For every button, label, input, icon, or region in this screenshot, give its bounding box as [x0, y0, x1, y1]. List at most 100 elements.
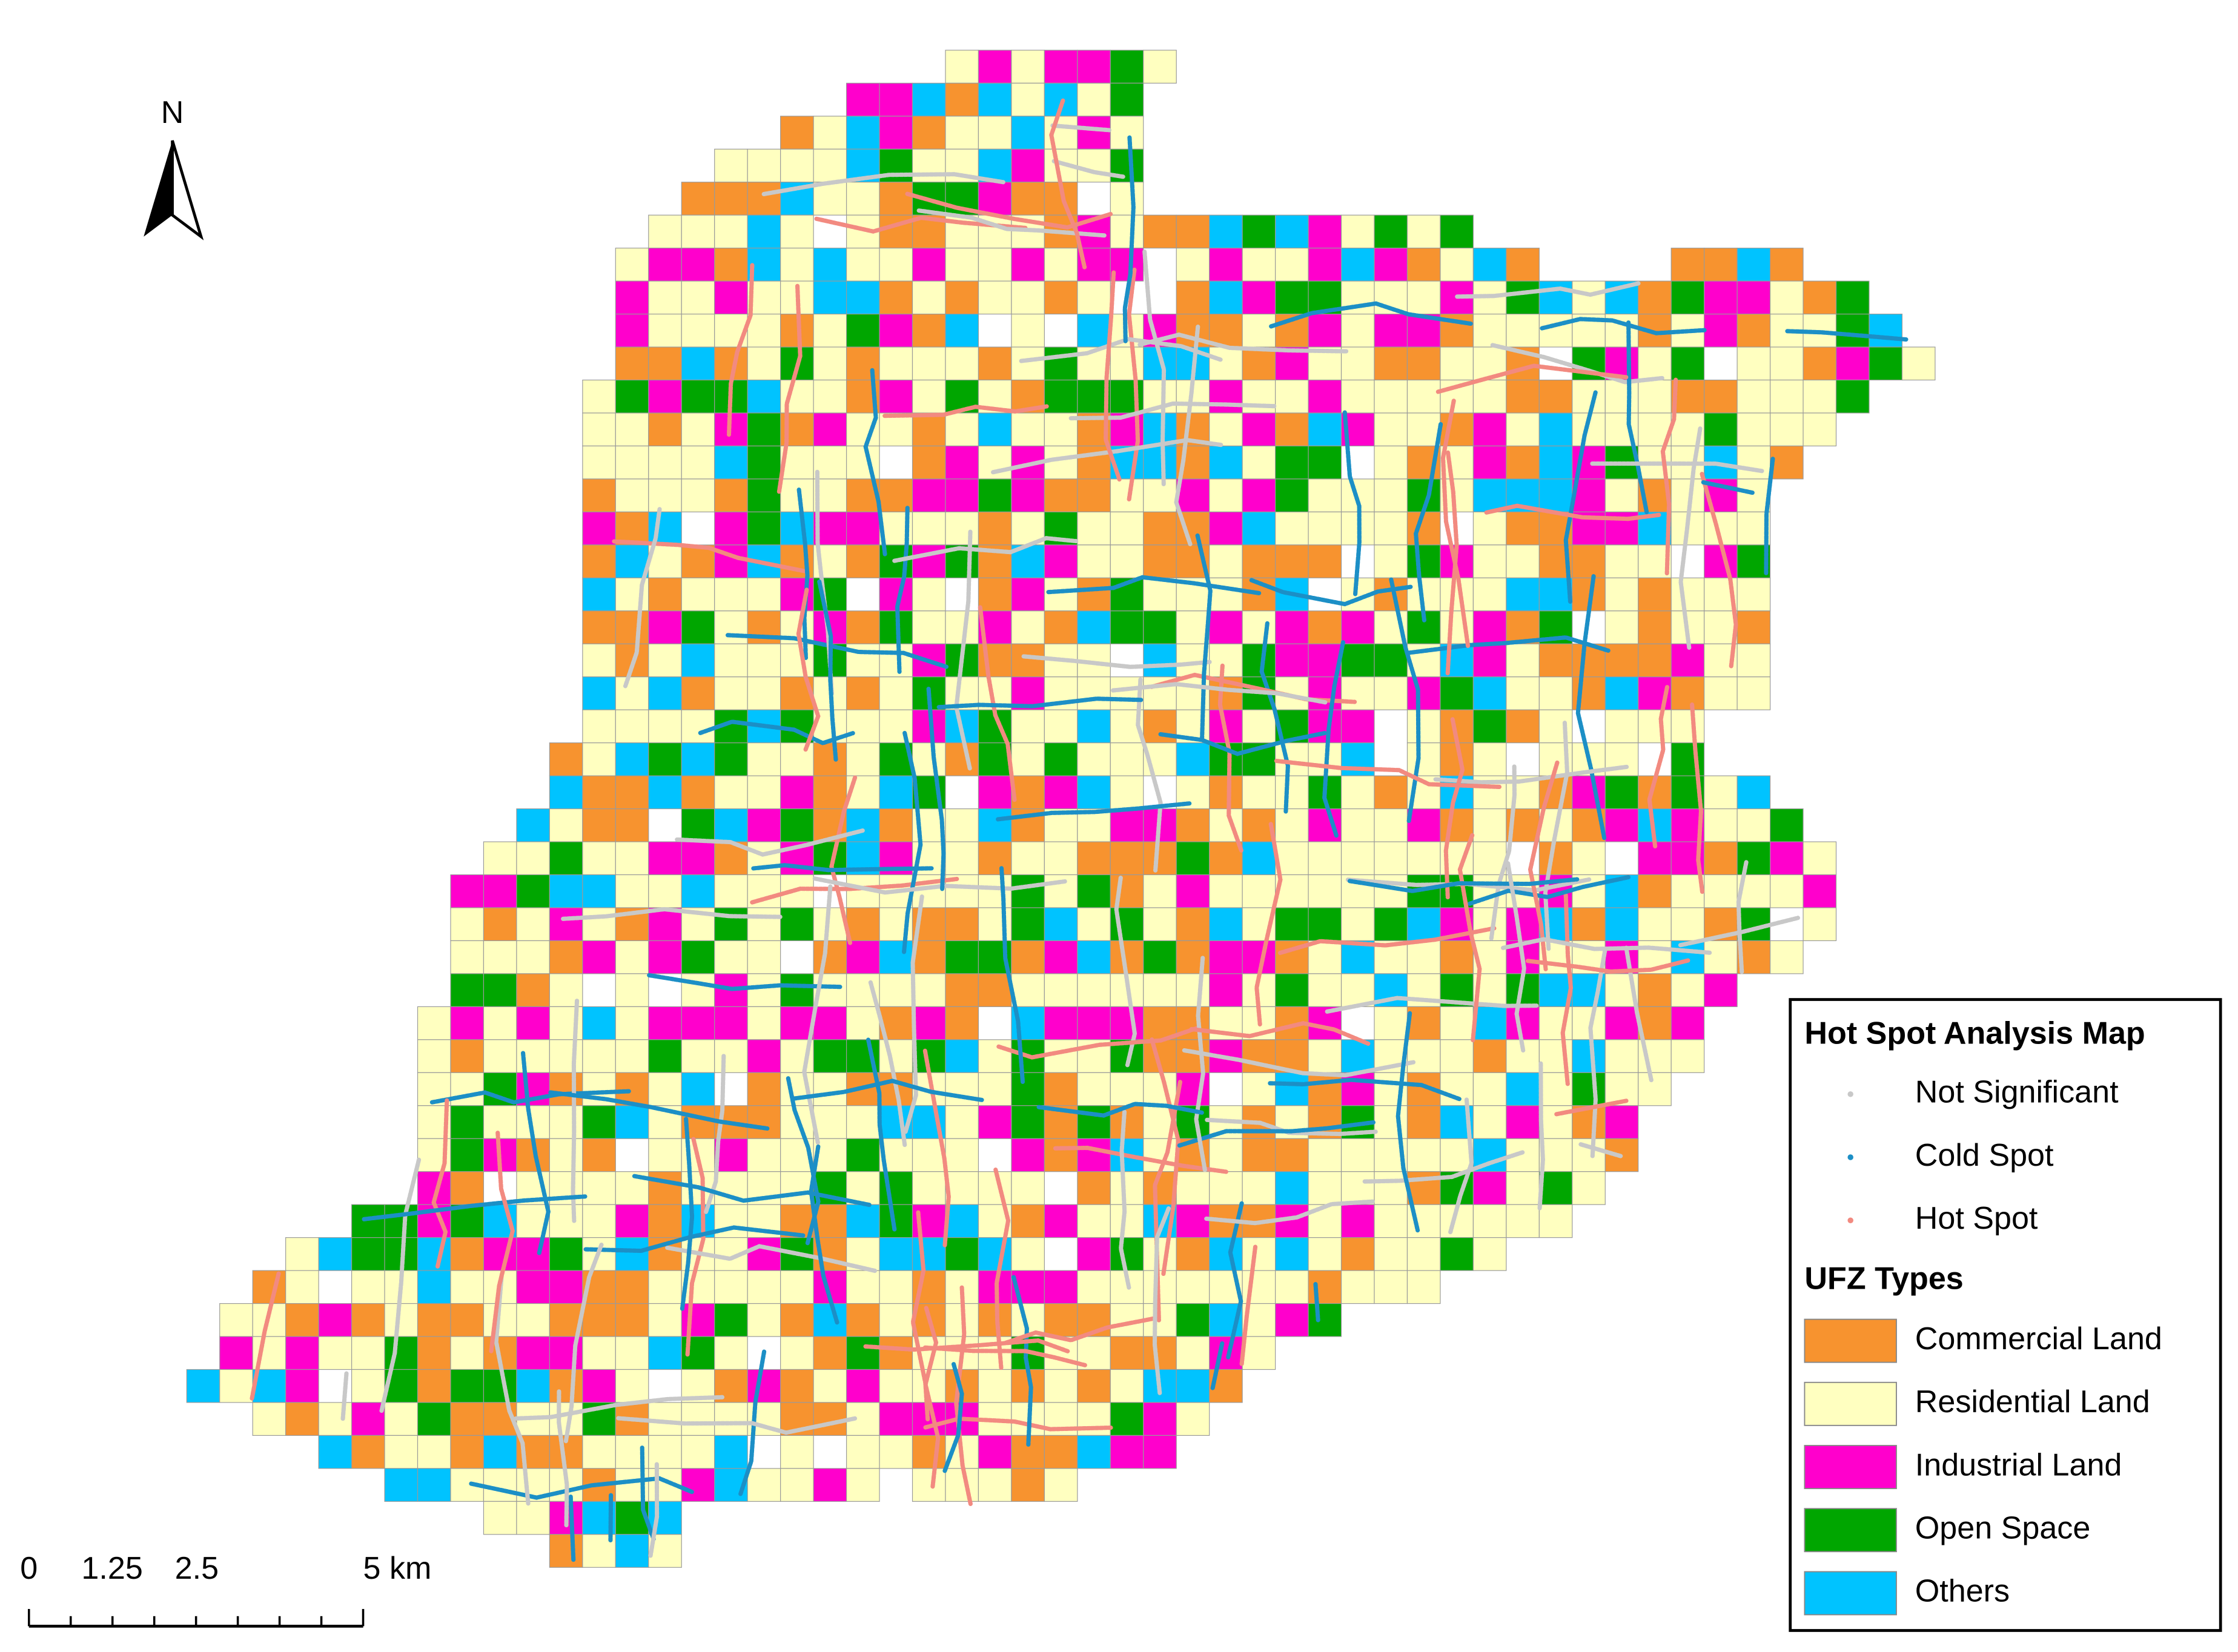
- ufz-cell: [780, 1171, 814, 1205]
- ufz-cell: [1242, 248, 1276, 282]
- ufz-cell: [1374, 1270, 1408, 1304]
- road: [903, 894, 924, 1134]
- ufz-cell: [1572, 841, 1606, 876]
- ufz-cell: [846, 1006, 880, 1040]
- ufz-cell: [1011, 248, 1045, 282]
- ufz-cell: [648, 314, 682, 348]
- ufz-cell: [1275, 643, 1309, 678]
- ufz-cell: [648, 940, 682, 974]
- legend-dot: [1847, 1091, 1853, 1097]
- ufz-cell: [1506, 511, 1540, 546]
- ufz-cell: [1242, 280, 1276, 315]
- ufz-cell: [1340, 676, 1375, 710]
- ufz-cell: [582, 1303, 616, 1337]
- ufz-cell: [549, 1534, 583, 1568]
- ufz-cell: [1275, 412, 1309, 447]
- ufz-cell: [1044, 1369, 1078, 1403]
- ufz-cell: [1308, 1270, 1342, 1304]
- ufz-cell: [1275, 1270, 1309, 1304]
- legend-label: Open Space: [1915, 1510, 2091, 1545]
- road: [1588, 947, 1607, 1158]
- ufz-cell: [615, 346, 649, 381]
- ufz-cell: [1308, 1303, 1342, 1337]
- ufz-cell: [945, 82, 979, 117]
- ufz-cell: [219, 1336, 253, 1370]
- road: [1764, 457, 1775, 575]
- ufz-cell: [582, 1006, 616, 1040]
- ufz-cell: [1736, 775, 1771, 810]
- road: [429, 1089, 631, 1105]
- ufz-cell: [681, 973, 715, 1007]
- ufz-cell: [1275, 379, 1309, 414]
- ufz-cell: [945, 1039, 979, 1073]
- ufz-cell: [1110, 841, 1144, 876]
- ufz-cell: [912, 1171, 946, 1205]
- ufz-cell: [780, 1369, 814, 1403]
- ufz-cell: [1572, 907, 1606, 942]
- ufz-cell: [483, 1468, 517, 1502]
- ufz-cell: [846, 709, 880, 744]
- ufz-cell: [813, 148, 847, 183]
- ufz-cell: [1340, 808, 1375, 842]
- ufz-cell: [1736, 412, 1771, 447]
- ufz-cell: [1572, 1039, 1606, 1073]
- ufz-cell: [1406, 940, 1441, 974]
- ufz-cell: [681, 1402, 715, 1436]
- ufz-cell: [1406, 248, 1441, 282]
- ufz-cell: [417, 1006, 451, 1040]
- road: [557, 1389, 569, 1528]
- road: [1177, 1120, 1376, 1148]
- ufz-cell: [681, 1039, 715, 1073]
- road: [632, 1174, 873, 1208]
- ufz-cell: [879, 314, 913, 348]
- ufz-cell: [1110, 1336, 1144, 1370]
- road: [901, 730, 923, 954]
- road: [568, 1494, 576, 1563]
- ufz-cell: [615, 248, 649, 282]
- ufz-cell: [1374, 379, 1408, 414]
- ufz-cell: [1275, 775, 1309, 810]
- ufz-cell: [1143, 907, 1177, 942]
- ufz-cell: [1077, 577, 1111, 612]
- ufz-cell: [945, 907, 979, 942]
- ufz-cell: [384, 1336, 419, 1370]
- ufz-cell: [1670, 1039, 1705, 1073]
- ufz-cell: [813, 1468, 847, 1502]
- ufz-cell: [1803, 379, 1837, 414]
- ufz-cell: [615, 874, 649, 908]
- ufz-cell: [1770, 874, 1804, 908]
- road: [1194, 956, 1208, 1173]
- ufz-cell: [978, 280, 1012, 315]
- ufz-cell: [780, 214, 814, 249]
- ufz-cell: [1044, 907, 1078, 942]
- road: [1122, 135, 1136, 343]
- ufz-cell: [945, 610, 979, 644]
- ufz-cell: [1110, 50, 1144, 84]
- ufz-cell: [1044, 973, 1078, 1007]
- ufz-cell: [351, 1237, 385, 1271]
- ufz-cell: [846, 314, 880, 348]
- ufz-cell: [846, 1105, 880, 1139]
- ufz-cell: [582, 379, 616, 414]
- road: [1046, 575, 1263, 596]
- road: [1785, 329, 1909, 342]
- ufz-cell: [417, 1435, 451, 1469]
- ufz-cell: [780, 808, 814, 842]
- ufz-cell: [1538, 412, 1573, 447]
- ufz-cell: [978, 248, 1012, 282]
- road: [1152, 1206, 1171, 1395]
- road: [1259, 621, 1290, 814]
- ufz-cell: [978, 412, 1012, 447]
- road: [1455, 280, 1642, 299]
- ufz-cell: [1077, 511, 1111, 546]
- ufz-cell: [483, 1369, 517, 1403]
- road: [340, 1371, 349, 1421]
- road: [1690, 702, 1705, 895]
- ufz-cell: [1044, 346, 1078, 381]
- ufz-cell: [483, 1105, 517, 1139]
- ufz-cell: [1143, 841, 1177, 876]
- ufz-cell: [879, 940, 913, 974]
- ufz-cell: [1770, 940, 1804, 974]
- ufz-cell: [978, 1105, 1012, 1139]
- ufz-cell: [945, 116, 979, 150]
